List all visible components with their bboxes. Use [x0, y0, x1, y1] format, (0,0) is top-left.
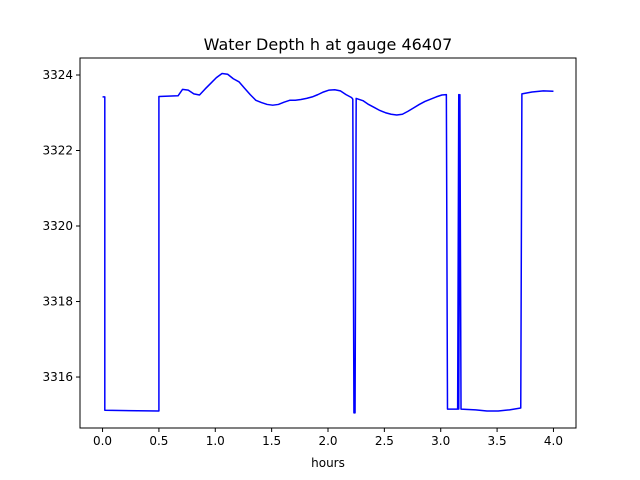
y-tick-label: 3320	[42, 219, 73, 233]
x-tick-label: 3.0	[431, 434, 450, 448]
y-tick-label: 3316	[42, 370, 73, 384]
x-tick-label: 0.5	[149, 434, 168, 448]
x-tick-label: 2.0	[318, 434, 337, 448]
y-tick-label: 3318	[42, 295, 73, 309]
y-tick-label: 3322	[42, 144, 73, 158]
chart-title: Water Depth h at gauge 46407	[204, 35, 453, 54]
x-axis-ticks: 0.0 0.5 1.0 1.5 2.0 2.5 3.0 3.5 4.0	[93, 428, 563, 448]
x-tick-label: 0.0	[93, 434, 112, 448]
x-tick-label: 1.0	[206, 434, 225, 448]
y-tick-label: 3324	[42, 68, 73, 82]
x-tick-label: 1.5	[262, 434, 281, 448]
x-axis-label: hours	[311, 456, 345, 470]
x-tick-label: 3.5	[488, 434, 507, 448]
x-tick-label: 2.5	[375, 434, 394, 448]
x-tick-label: 4.0	[544, 434, 563, 448]
series-layer	[102, 72, 554, 414]
y-axis-ticks: 3316 3318 3320 3322 3324	[42, 68, 80, 384]
series-line	[102, 72, 554, 414]
